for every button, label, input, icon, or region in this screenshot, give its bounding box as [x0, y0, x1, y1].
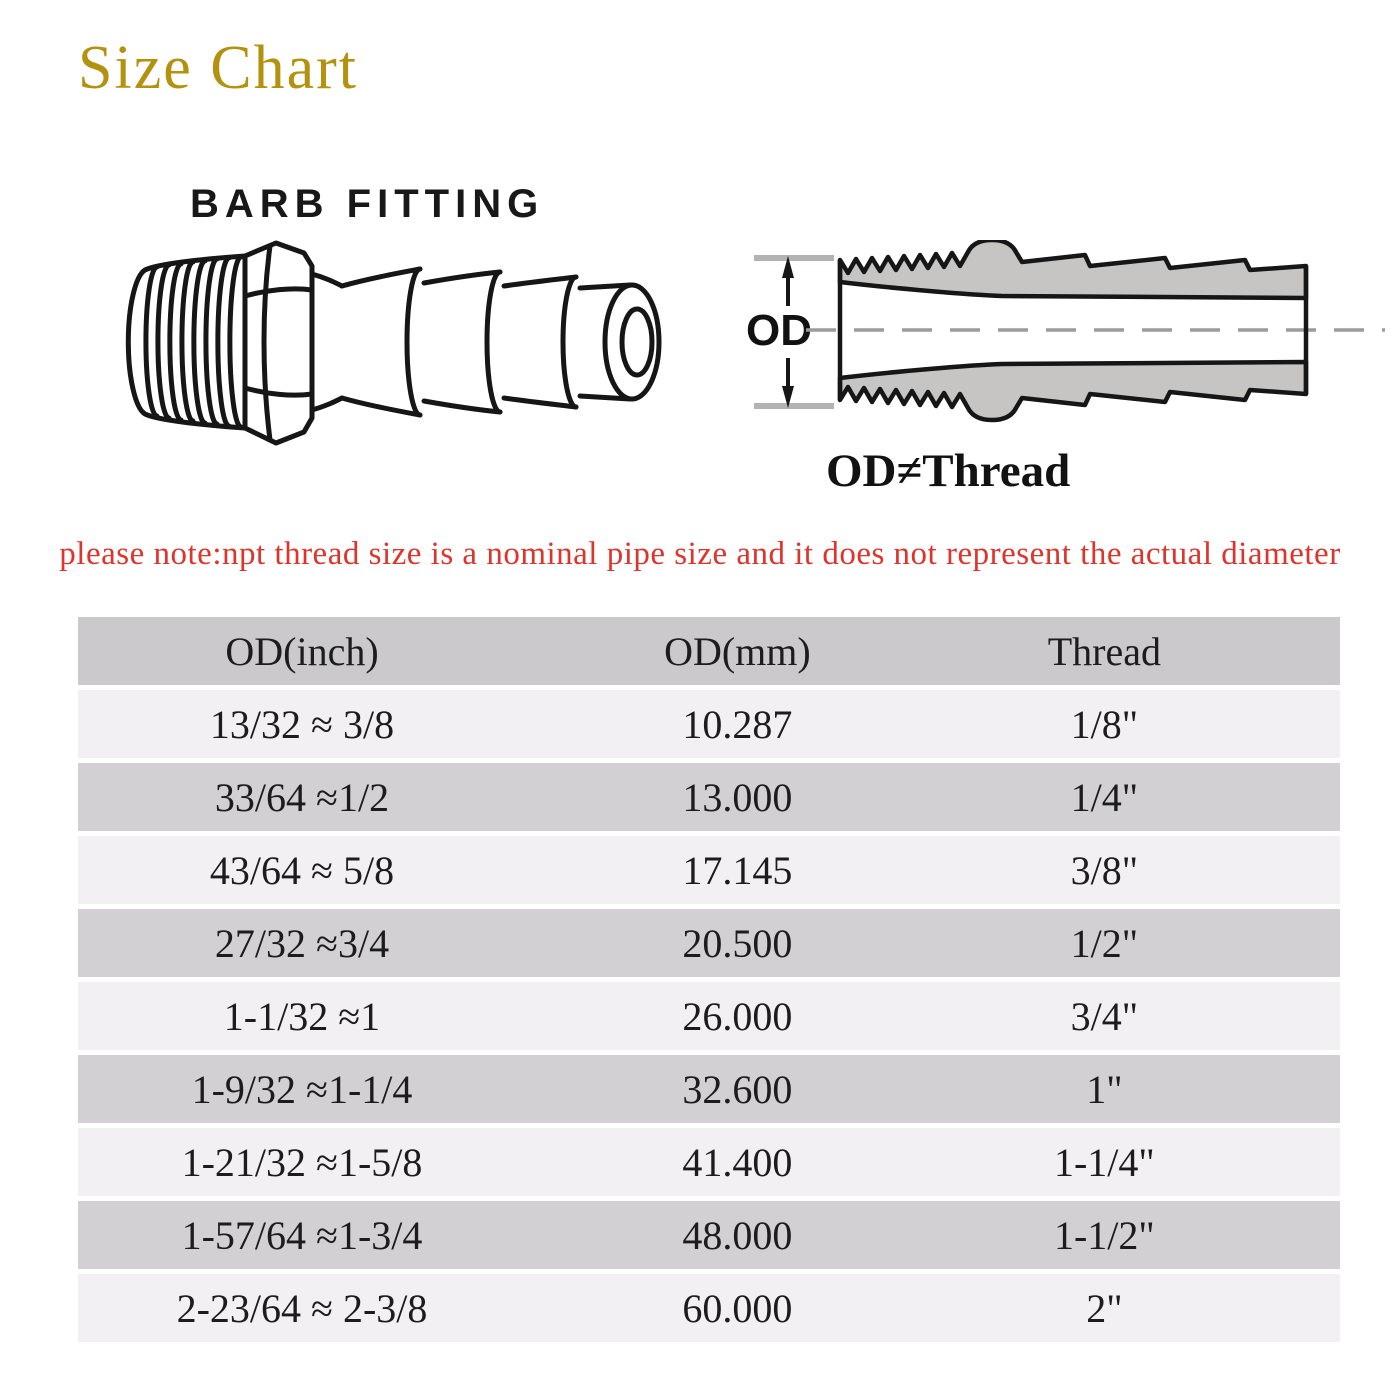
hex-nut — [242, 240, 315, 446]
cell-od-inch: 13/32 ≈ 3/8 — [209, 701, 395, 747]
cell-od-mm: 20.500 — [682, 920, 793, 966]
cell-thread: 1-1/2" — [1053, 1212, 1155, 1258]
table-header-row: OD(inch) OD(mm) Thread — [78, 617, 1340, 690]
cell-od-mm: 48.000 — [682, 1212, 793, 1258]
thread-section — [125, 253, 248, 431]
cross-section-top-wall — [837, 240, 1309, 301]
cell-thread: 1/4" — [1070, 774, 1139, 820]
od-dimension: OD — [746, 255, 834, 409]
cell-thread: 1-1/4" — [1053, 1139, 1155, 1185]
cell-od-inch: 27/32 ≈3/4 — [214, 920, 390, 966]
column-header-od-inch: OD(inch) — [225, 628, 379, 674]
cell-thread: 3/8" — [1070, 847, 1139, 893]
table-row: 43/64 ≈ 5/8 17.145 3/8" — [78, 836, 1340, 909]
cell-od-inch: 1-1/32 ≈1 — [223, 993, 381, 1039]
table-row: 33/64 ≈1/2 13.000 1/4" — [78, 763, 1340, 836]
cell-thread: 1/2" — [1070, 920, 1139, 966]
cell-od-mm: 32.600 — [682, 1066, 793, 1112]
barb-cones — [309, 266, 633, 418]
cell-thread: 1/8" — [1070, 701, 1139, 747]
cell-od-mm: 10.287 — [682, 701, 793, 747]
cross-section-illustration: OD — [746, 240, 1385, 423]
page-title: Size Chart — [78, 34, 358, 102]
mouth-opening — [602, 282, 662, 402]
table-row: 1-21/32 ≈1-5/8 41.400 1-1/4" — [78, 1128, 1340, 1201]
cell-od-inch: 1-57/64 ≈1-3/4 — [181, 1212, 423, 1258]
barb-fitting-label: BARB FITTING — [190, 182, 545, 226]
cell-od-inch: 1-21/32 ≈1-5/8 — [181, 1139, 423, 1185]
cell-od-inch: 2-23/64 ≈ 2-3/8 — [176, 1285, 428, 1331]
column-header-od-mm: OD(mm) — [664, 628, 811, 674]
table-row: 1-57/64 ≈1-3/4 48.000 1-1/2" — [78, 1201, 1340, 1274]
cell-od-mm: 60.000 — [682, 1285, 793, 1331]
column-header-thread: Thread — [1047, 628, 1161, 674]
cell-thread: 1" — [1086, 1066, 1123, 1112]
cell-thread: 3/4" — [1070, 993, 1139, 1039]
table-row: 27/32 ≈3/4 20.500 1/2" — [78, 909, 1340, 982]
npt-disclaimer-note: please note:npt thread size is a nominal… — [59, 536, 1341, 572]
cell-od-inch: 43/64 ≈ 5/8 — [209, 847, 395, 893]
od-not-equal-thread-label: OD≠Thread — [826, 445, 1071, 497]
cross-section-bottom-wall — [837, 359, 1309, 423]
barb-fitting-illustration — [125, 240, 662, 446]
table-row: 2-23/64 ≈ 2-3/8 60.000 2" — [78, 1274, 1340, 1347]
cell-od-inch: 1-9/32 ≈1-1/4 — [191, 1066, 413, 1112]
od-dimension-label: OD — [746, 306, 812, 355]
cell-od-inch: 33/64 ≈1/2 — [214, 774, 390, 820]
cell-od-mm: 26.000 — [682, 993, 793, 1039]
cell-od-mm: 13.000 — [682, 774, 793, 820]
table-row: 1-9/32 ≈1-1/4 32.600 1" — [78, 1055, 1340, 1128]
cell-od-mm: 17.145 — [682, 847, 793, 893]
table-row: 13/32 ≈ 3/8 10.287 1/8" — [78, 690, 1340, 763]
cell-od-mm: 41.400 — [682, 1139, 793, 1185]
table-row: 1-1/32 ≈1 26.000 3/4" — [78, 982, 1340, 1055]
cell-thread: 2" — [1086, 1285, 1123, 1331]
size-table: OD(inch) OD(mm) Thread 13/32 ≈ 3/8 10.28… — [78, 617, 1340, 1347]
